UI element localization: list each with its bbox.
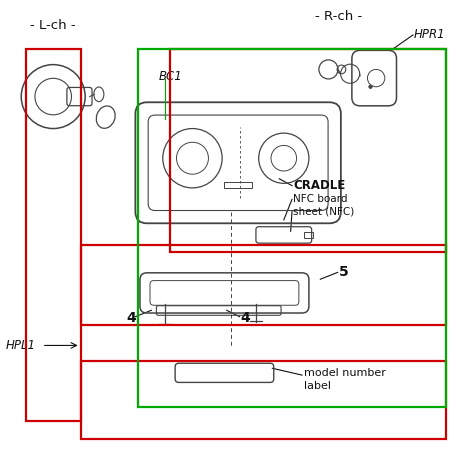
Text: 4: 4 bbox=[126, 311, 136, 325]
Text: sheet (NFC): sheet (NFC) bbox=[293, 207, 354, 217]
Text: model number
label: model number label bbox=[304, 368, 386, 391]
Text: - R-ch -: - R-ch - bbox=[315, 10, 362, 23]
Text: HPL1: HPL1 bbox=[5, 339, 35, 352]
Text: 5: 5 bbox=[338, 265, 349, 279]
Bar bbox=[224, 182, 252, 188]
Bar bbox=[138, 49, 446, 407]
Bar bbox=[304, 232, 312, 238]
Text: HPR1: HPR1 bbox=[414, 28, 446, 41]
Text: NFC board: NFC board bbox=[293, 194, 348, 204]
Text: - L-ch -: - L-ch - bbox=[30, 19, 76, 33]
Bar bbox=[81, 361, 446, 439]
Text: 4: 4 bbox=[240, 311, 250, 325]
Text: CRADLE: CRADLE bbox=[293, 179, 345, 192]
Bar bbox=[26, 49, 81, 421]
Text: BC1: BC1 bbox=[158, 70, 182, 82]
Bar bbox=[169, 49, 446, 252]
Circle shape bbox=[369, 85, 372, 88]
Bar bbox=[81, 245, 446, 325]
